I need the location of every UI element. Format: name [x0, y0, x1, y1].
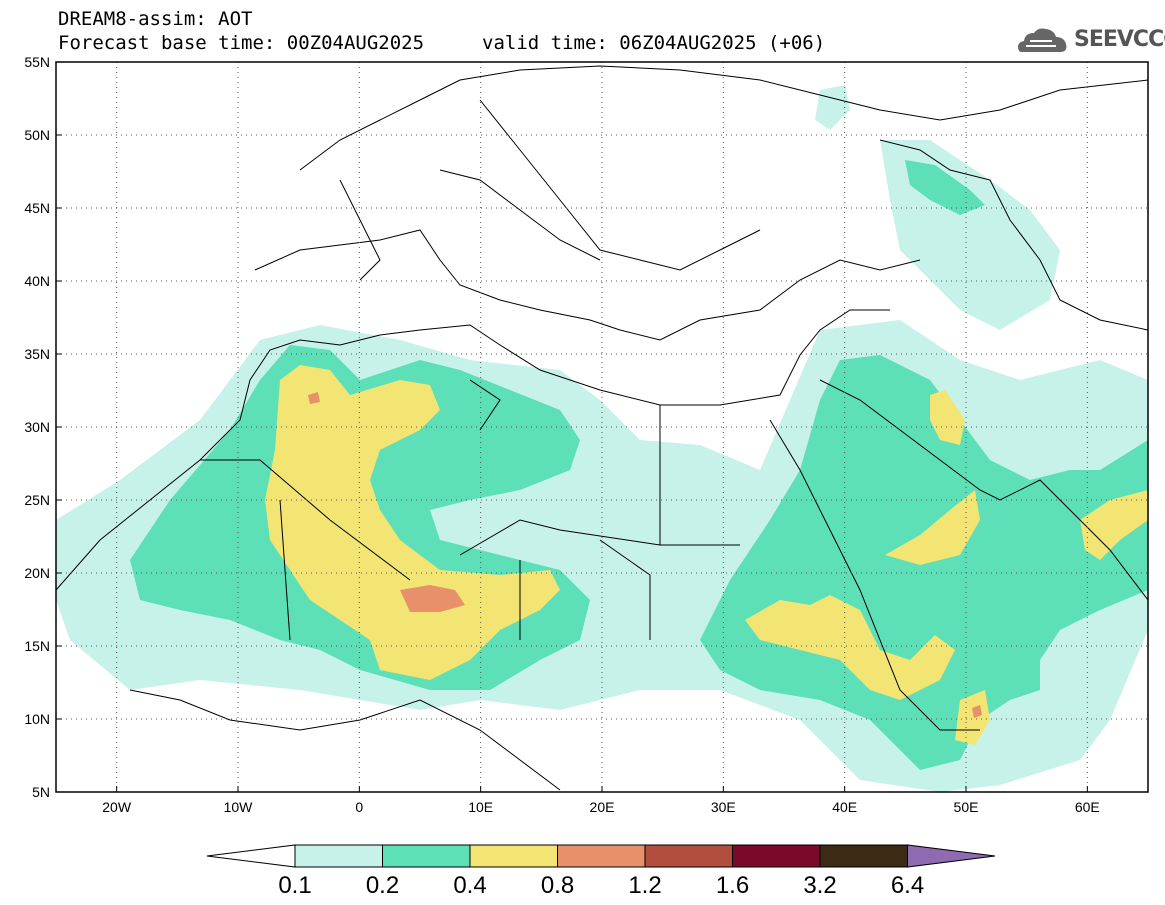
lat-tick-label: 55N: [24, 54, 50, 70]
lon-tick-label: 20W: [102, 799, 132, 815]
colorbar-segment: [819, 844, 908, 868]
lat-tick-label: 5N: [32, 784, 50, 800]
colorbar-segment: [294, 844, 383, 868]
lat-tick-label: 45N: [24, 200, 50, 216]
colorbar-label: 6.4: [891, 872, 924, 899]
colorbar-segment: [469, 844, 558, 868]
lon-tick-label: 60E: [1075, 799, 1100, 815]
lat-tick-label: 10N: [24, 711, 50, 727]
lat-tick-label: 35N: [24, 346, 50, 362]
axis-ticks: [56, 61, 1088, 793]
colorbar-label: 0.4: [453, 872, 486, 899]
cloud-logo-icon: [1018, 28, 1067, 52]
latitude-labels: 55N 50N 45N 40N 35N 30N 25N 20N 15N 10N 5N: [24, 54, 50, 800]
longitude-labels: 20W 10W 0 10E 20E 30E 40E 50E 60E: [102, 799, 1100, 815]
colorbar-label: 1.6: [716, 872, 749, 899]
colorbar-label: 1.2: [628, 872, 661, 899]
lon-tick-label: 40E: [832, 799, 857, 815]
colorbar-segment: [382, 844, 471, 868]
lat-tick-label: 30N: [24, 419, 50, 435]
country-borders: [56, 65, 1148, 791]
lat-tick-label: 15N: [24, 638, 50, 654]
lat-tick-label: 40N: [24, 273, 50, 289]
colorbar-segment: [732, 844, 821, 868]
lon-tick-label: 20E: [590, 799, 615, 815]
lon-tick-label: 10W: [224, 799, 254, 815]
aot-field-0.4: [265, 365, 1148, 745]
colorbar-label: 0.8: [541, 872, 574, 899]
lat-tick-label: 20N: [24, 565, 50, 581]
graticule: [56, 62, 1148, 792]
lon-tick-label: 30E: [711, 799, 736, 815]
lon-tick-label: 0: [355, 799, 363, 815]
map-title: DREAM8-assim: AOT: [58, 8, 253, 30]
colorbar-upper-arrow: [907, 844, 996, 868]
lon-tick-label: 50E: [954, 799, 979, 815]
colorbar: 0.1 0.2 0.4 0.8 1.2 1.6 3.2 6.4: [206, 844, 996, 899]
lon-tick-label: 10E: [468, 799, 493, 815]
valid-time: valid time: 06Z04AUG2025 (+06): [482, 32, 826, 54]
seevccc-logo: SEEVCCC: [1074, 27, 1165, 52]
colorbar-label: 0.1: [278, 872, 311, 899]
colorbar-lower-arrow: [206, 844, 296, 868]
lat-tick-label: 50N: [24, 127, 50, 143]
colorbar-label: 3.2: [803, 872, 836, 899]
colorbar-label: 0.2: [366, 872, 399, 899]
colorbar-segment: [557, 844, 646, 868]
forecast-base-time: Forecast base time: 00Z04AUG2025: [58, 32, 425, 54]
lat-tick-label: 25N: [24, 492, 50, 508]
aot-field-0.8: [308, 392, 982, 718]
colorbar-segment: [644, 844, 733, 868]
